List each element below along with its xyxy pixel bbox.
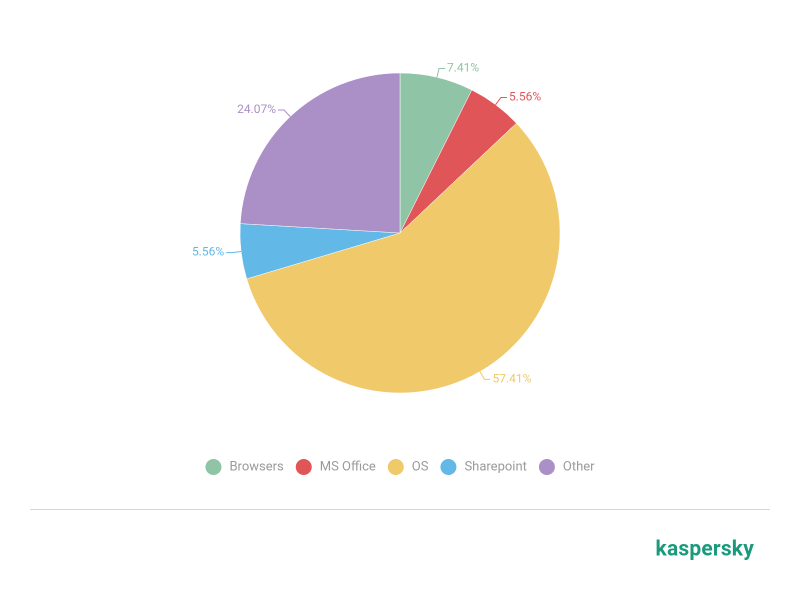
data-label: 5.56% bbox=[192, 245, 224, 259]
legend-label: MS Office bbox=[320, 459, 376, 474]
pie: 7.41% 5.56% 57.41% 5.56% 24.07% bbox=[192, 61, 561, 394]
legend: Browsers MS Office OS Sharepoint Other bbox=[205, 459, 595, 475]
brand-logo: kaspersky bbox=[656, 538, 755, 562]
legend-label: Other bbox=[563, 459, 595, 474]
data-label: 57.41% bbox=[492, 372, 531, 386]
leader-line bbox=[495, 96, 507, 105]
data-label: 24.07% bbox=[237, 102, 276, 116]
legend-marker bbox=[440, 459, 457, 475]
legend-label: Sharepoint bbox=[464, 459, 526, 474]
legend-label: Browsers bbox=[229, 459, 284, 474]
legend-marker bbox=[295, 459, 312, 475]
legend-marker bbox=[205, 459, 222, 475]
legend-marker bbox=[538, 459, 555, 475]
legend-marker bbox=[387, 459, 404, 475]
legend-label: OS bbox=[412, 459, 429, 474]
leader-line bbox=[278, 109, 291, 117]
pie-slice bbox=[240, 72, 401, 234]
leader-line bbox=[479, 371, 491, 380]
leader-line bbox=[226, 251, 242, 254]
leader-line bbox=[436, 68, 445, 78]
pie-slice bbox=[246, 122, 561, 394]
data-label: 7.41% bbox=[447, 61, 479, 75]
data-label: 5.56% bbox=[509, 90, 541, 104]
